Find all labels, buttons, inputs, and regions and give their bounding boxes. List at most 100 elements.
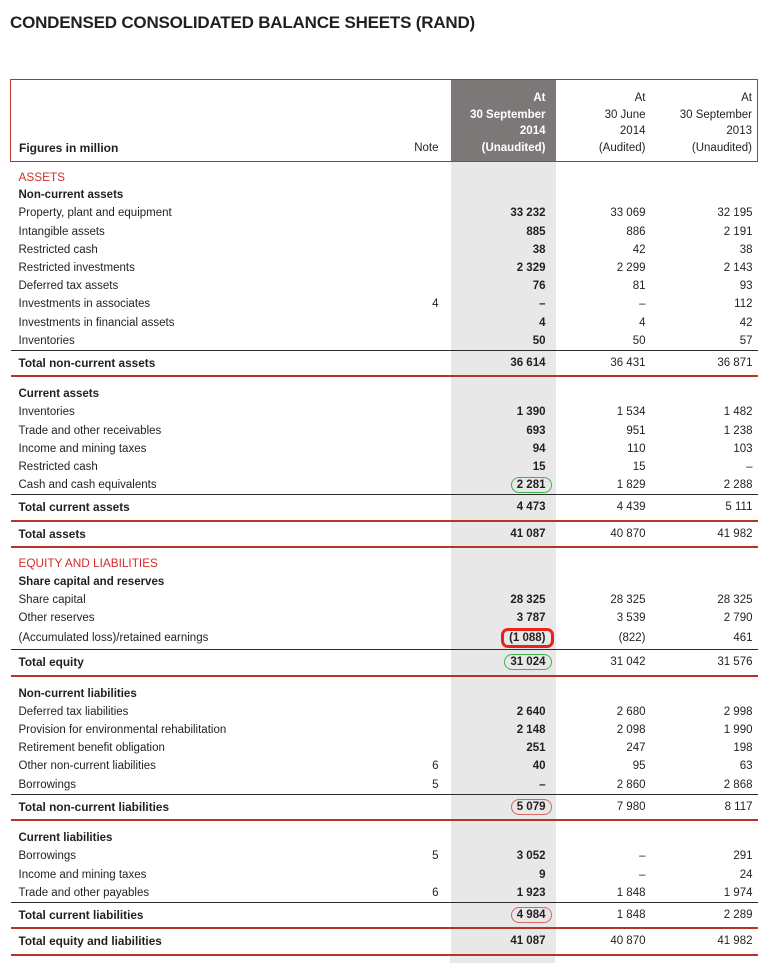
value-jun-2014 xyxy=(556,820,656,847)
row-label: Trade and other receivables xyxy=(18,424,162,437)
row-label: Restricted cash xyxy=(18,461,98,474)
value-jun-2014: 4 xyxy=(639,316,646,329)
value-sep-2013: 63 xyxy=(739,760,753,773)
value-jun-2014: 2 098 xyxy=(616,724,646,737)
value-text: 33 232 xyxy=(510,207,546,220)
value-sep-2013: 28 325 xyxy=(717,593,753,606)
row-label: Provision for environmental rehabilitati… xyxy=(18,724,227,737)
value-sep-2013 xyxy=(656,376,758,403)
row-label: Deferred tax assets xyxy=(18,280,119,293)
column-header-line: 30 September xyxy=(679,108,752,121)
value-sep-2014: 38 xyxy=(450,240,556,259)
value-text: 94 xyxy=(532,442,546,455)
table-row: ASSETS xyxy=(11,161,758,187)
table-row: Non-current assets xyxy=(11,186,758,205)
value-sep-2014: 2 148 xyxy=(450,720,556,740)
value-jun-2014: – xyxy=(639,850,646,863)
row-label: Income and mining taxes xyxy=(18,442,147,455)
row-note xyxy=(409,476,451,495)
table-row: Trade and other receivables 693 951 1 238 xyxy=(11,421,758,440)
value-jun-2014: 4 439 xyxy=(555,494,656,522)
value-sep-2014: 3 787 xyxy=(450,608,556,627)
value-sep-2013: 1 238 xyxy=(723,424,753,437)
value-text: 41 087 xyxy=(510,527,546,540)
row-note xyxy=(409,865,451,883)
row-note xyxy=(409,313,451,331)
row-note xyxy=(409,676,451,703)
row-label: Current assets xyxy=(18,388,100,401)
value-sep-2013: 57 xyxy=(739,334,753,347)
balance-sheet-table-wrap: Figures in million Note At 30 September … xyxy=(10,79,758,963)
column-header-line: 30 September xyxy=(470,108,546,121)
row-label: ASSETS xyxy=(18,170,66,184)
row-note: 6 xyxy=(432,760,439,773)
row-note xyxy=(409,627,451,650)
value-jun-2014: 247 xyxy=(626,742,646,755)
value-text: 693 xyxy=(526,424,546,437)
row-note xyxy=(408,901,451,930)
table-row: Total non-current assets 36 614 36 431 36 8… xyxy=(10,349,758,378)
table-row: Trade and other payables 6 1 923 1 848 1 974 xyxy=(11,883,758,903)
value-sep-2014: 2 281 xyxy=(450,476,556,495)
value-text: 2 640 xyxy=(516,705,546,718)
value-sep-2013: 38 xyxy=(739,243,753,256)
value-sep-2014 xyxy=(450,820,556,848)
value-sep-2013: 2 868 xyxy=(723,778,753,791)
row-note xyxy=(409,186,451,204)
row-note xyxy=(409,259,451,277)
row-note: 5 xyxy=(432,778,439,791)
value-text: 41 087 xyxy=(510,935,546,948)
value-jun-2014: 7 980 xyxy=(555,793,656,822)
value-text: 28 325 xyxy=(510,593,546,606)
table-row: Restricted cash 38 42 38 xyxy=(11,240,758,259)
value-sep-2014: 15 xyxy=(450,457,556,477)
row-label: Share capital and reserves xyxy=(18,575,165,588)
value-text: 885 xyxy=(526,225,546,238)
value-text: 36 614 xyxy=(510,356,546,369)
value-sep-2014: 885 xyxy=(450,222,556,241)
row-note xyxy=(409,739,451,757)
column-header-line: 2014 xyxy=(619,125,646,137)
value-jun-2014: 36 431 xyxy=(555,349,656,378)
row-label: Inventories xyxy=(18,334,75,347)
row-label: Inventories xyxy=(18,406,75,419)
value-sep-2013 xyxy=(656,162,758,187)
table-row: Other reserves 3 787 3 539 2 790 xyxy=(11,608,758,627)
annotation-box: 31 024 xyxy=(504,654,552,671)
table-row: Share capital and reserves xyxy=(11,572,758,591)
value-jun-2014: 40 870 xyxy=(555,928,656,956)
value-sep-2013: – xyxy=(746,461,753,474)
value-jun-2014 xyxy=(556,547,656,572)
row-label: Property, plant and equipment xyxy=(18,207,172,220)
value-text: 251 xyxy=(526,742,546,755)
table-row: Share capital 28 325 28 325 28 325 xyxy=(11,590,758,609)
row-label: Total assets xyxy=(10,520,409,549)
value-text: 1 390 xyxy=(516,406,546,419)
value-jun-2014: – xyxy=(639,868,646,881)
table-row: (Accumulated loss)/retained earnings (1 0… xyxy=(11,626,758,650)
value-text: – xyxy=(539,778,546,791)
row-label: Restricted investments xyxy=(18,261,135,274)
row-label: Investments in associates xyxy=(18,298,151,311)
row-note xyxy=(409,376,451,403)
value-jun-2014: 951 xyxy=(626,424,646,437)
value-sep-2013 xyxy=(656,572,758,590)
value-jun-2014: 2 860 xyxy=(616,778,646,791)
value-sep-2014: 4 473 xyxy=(450,494,556,522)
value-jun-2014: 1 848 xyxy=(616,886,646,899)
row-note xyxy=(409,222,451,240)
row-label: Total current liabilities xyxy=(10,901,409,930)
row-note: 6 xyxy=(432,886,439,899)
table-row: Current liabilities xyxy=(11,820,758,848)
table-row: Provision for environmental rehabilitati… xyxy=(11,720,758,740)
value-sep-2014 xyxy=(450,547,556,573)
table-row: Property, plant and equipment 33 232 33 06… xyxy=(11,204,758,223)
column-header-line: (Unaudited) xyxy=(691,141,752,154)
value-sep-2014: 50 xyxy=(450,331,556,351)
figures-in-million-label: Figures in million xyxy=(10,79,409,162)
table-row: Deferred tax liabilities 2 640 2 680 2 998 xyxy=(11,702,758,721)
value-jun-2014 xyxy=(556,676,656,703)
value-sep-2014: 251 xyxy=(450,739,556,758)
row-note xyxy=(409,820,451,847)
